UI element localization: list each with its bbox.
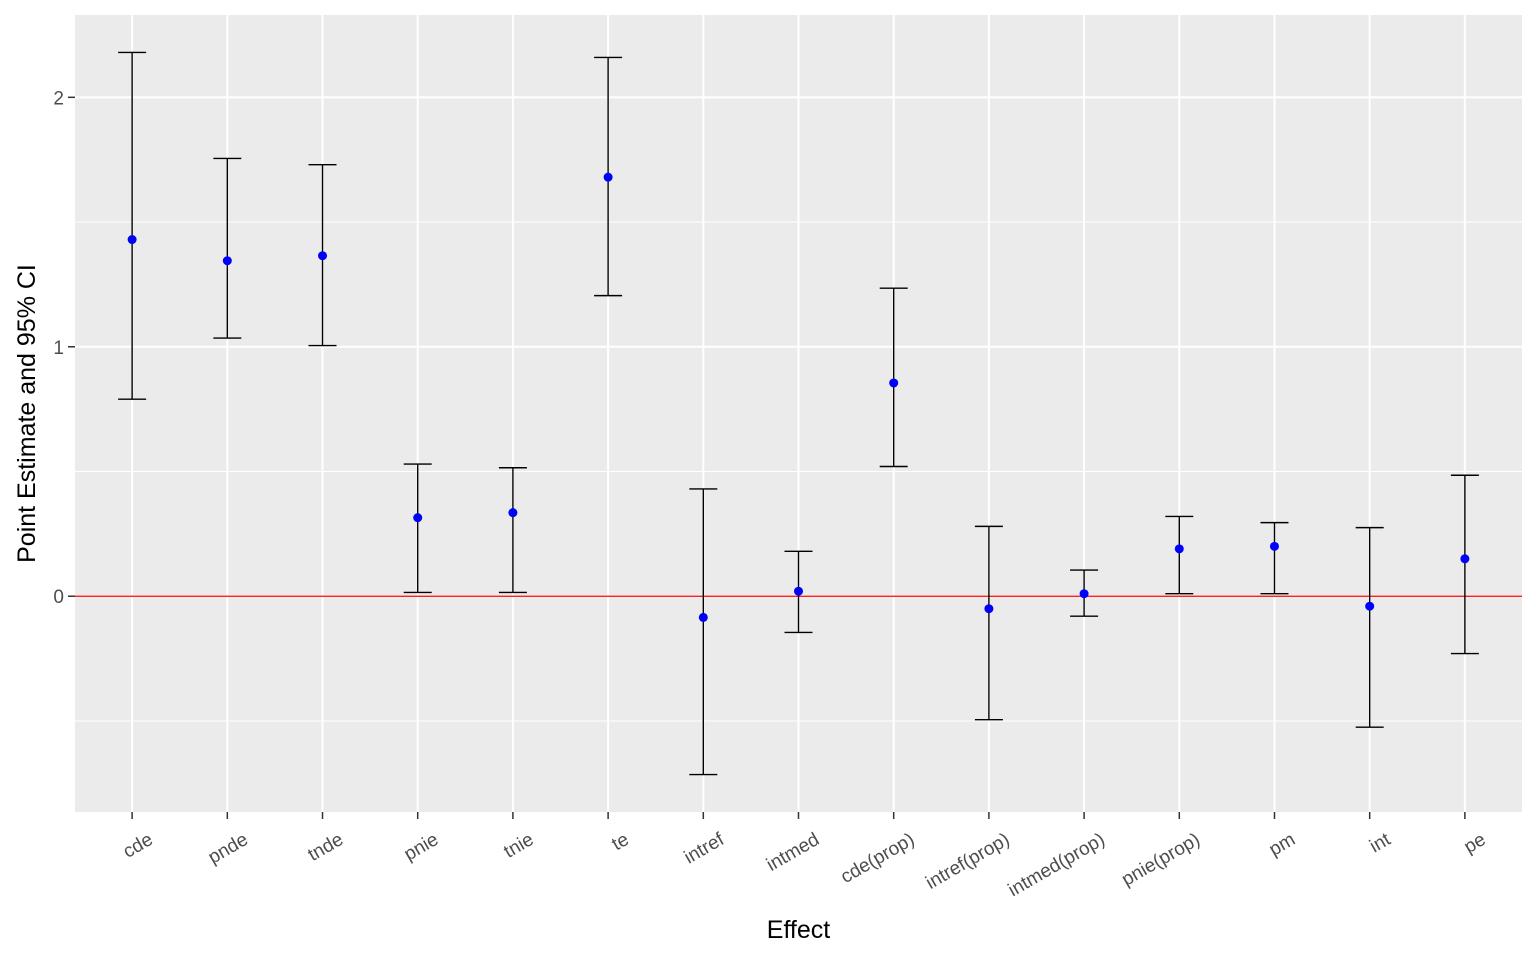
y-tick-label: 0 xyxy=(53,587,64,608)
x-axis-title: Effect xyxy=(767,916,831,944)
x-tick-label: intref(prop) xyxy=(922,829,1013,894)
y-axis-title: Point Estimate and 95% CI xyxy=(13,264,41,563)
point-tnie xyxy=(508,508,518,518)
point-intmed(prop) xyxy=(1079,589,1089,599)
x-tick-label: tnie xyxy=(500,829,537,863)
point-cde xyxy=(127,235,137,245)
point-int xyxy=(1365,601,1375,611)
x-tick-label: int xyxy=(1366,829,1395,858)
point-intref(prop) xyxy=(984,604,994,614)
x-tick-label: pnie xyxy=(401,829,443,865)
x-tick-label: pnie(prop) xyxy=(1118,829,1204,890)
x-tick-label: intmed xyxy=(763,829,823,876)
point-pnde xyxy=(222,256,232,266)
x-tick-label: pnde xyxy=(205,829,252,868)
x-tick-label: cde xyxy=(120,829,157,863)
points xyxy=(127,172,1470,622)
y-tick-label: 1 xyxy=(53,338,64,359)
x-tick-label: intmed(prop) xyxy=(1005,829,1109,901)
point-pm xyxy=(1269,541,1279,551)
x-tick-label: pm xyxy=(1266,829,1299,860)
x-tick-label: te xyxy=(608,829,632,855)
x-tick-label: tnde xyxy=(304,829,347,866)
point-intmed xyxy=(794,586,803,596)
y-axis: 0 1 2 xyxy=(53,88,75,608)
x-axis: cde pnde tnde pnie tnie te intref intmed cde(pro… xyxy=(120,812,1490,901)
point-intref xyxy=(698,612,708,622)
x-tick-label: intref xyxy=(681,829,729,869)
point-tnde xyxy=(318,251,328,261)
point-pe xyxy=(1460,554,1470,564)
x-tick-label: pe xyxy=(1461,829,1490,858)
point-pnie xyxy=(413,513,423,523)
point-cde(prop) xyxy=(889,378,899,388)
y-tick-label: 2 xyxy=(53,88,64,109)
errorbars xyxy=(118,51,1479,776)
x-tick-label: cde(prop) xyxy=(837,829,918,888)
point-pnie(prop) xyxy=(1174,544,1184,554)
point-te xyxy=(603,172,613,182)
